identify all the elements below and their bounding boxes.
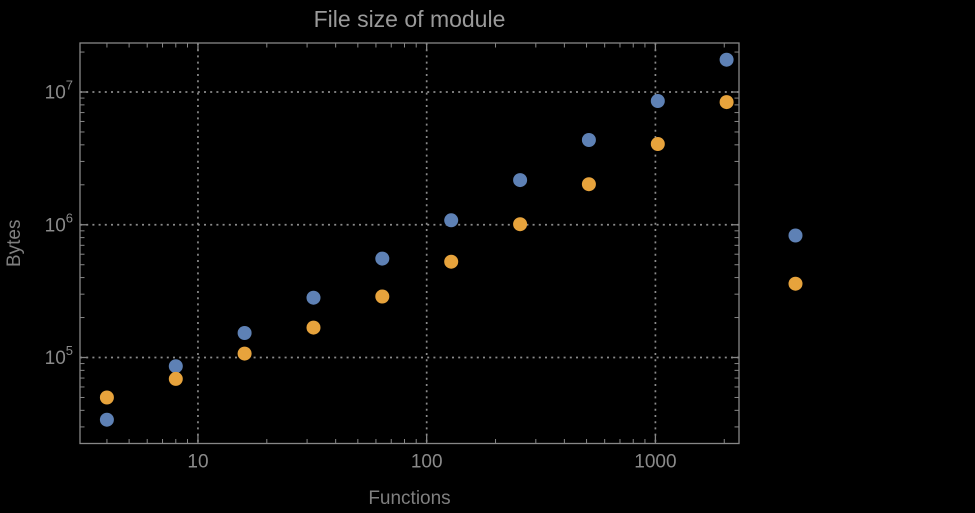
axis-ticks <box>80 43 739 444</box>
data-point-orange-series <box>788 276 803 291</box>
data-point-orange-series <box>237 346 252 361</box>
gridlines <box>80 43 739 444</box>
data-point-blue-series <box>650 94 665 108</box>
y-tick-labels: 105 106 107 <box>45 78 73 369</box>
x-axis-label: Functions <box>368 488 450 509</box>
x-tick-label-10: 10 <box>187 452 208 473</box>
y-axis-label: Bytes <box>4 219 25 267</box>
data-point-orange-series <box>168 371 183 386</box>
x-tick-labels: 10 100 1000 <box>187 452 676 473</box>
x-tick-label-100: 100 <box>411 452 443 473</box>
data-point-orange-series <box>306 320 321 335</box>
y-tick-label-1e6: 106 <box>45 210 73 236</box>
data-point-blue-series <box>719 52 734 67</box>
data-point-blue-series <box>306 290 321 305</box>
data-point-orange-series <box>444 254 459 269</box>
data-point-orange-series <box>650 137 665 151</box>
data-point-blue-series <box>237 326 252 340</box>
data-point-orange-series <box>581 177 596 192</box>
y-tick-label-1e5: 105 <box>45 343 73 369</box>
data-point-orange-series <box>375 289 390 304</box>
data-point-blue-series <box>581 133 596 147</box>
data-point-blue-series <box>444 213 459 228</box>
chart-title: File size of module <box>314 6 506 32</box>
y-tick-label-1e7: 107 <box>45 78 73 104</box>
plot-frame <box>79 42 740 445</box>
data-point-orange-series <box>719 95 734 110</box>
data-point-orange-series <box>99 390 114 405</box>
data-point-blue-series <box>788 228 803 243</box>
data-point-blue-series <box>375 251 390 266</box>
data-point-orange-series <box>513 217 528 232</box>
data-point-blue-series <box>513 173 528 188</box>
data-point-blue-series <box>99 412 114 427</box>
x-tick-label-1000: 1000 <box>634 452 676 473</box>
data-points <box>99 52 803 427</box>
data-point-blue-series <box>168 359 183 374</box>
